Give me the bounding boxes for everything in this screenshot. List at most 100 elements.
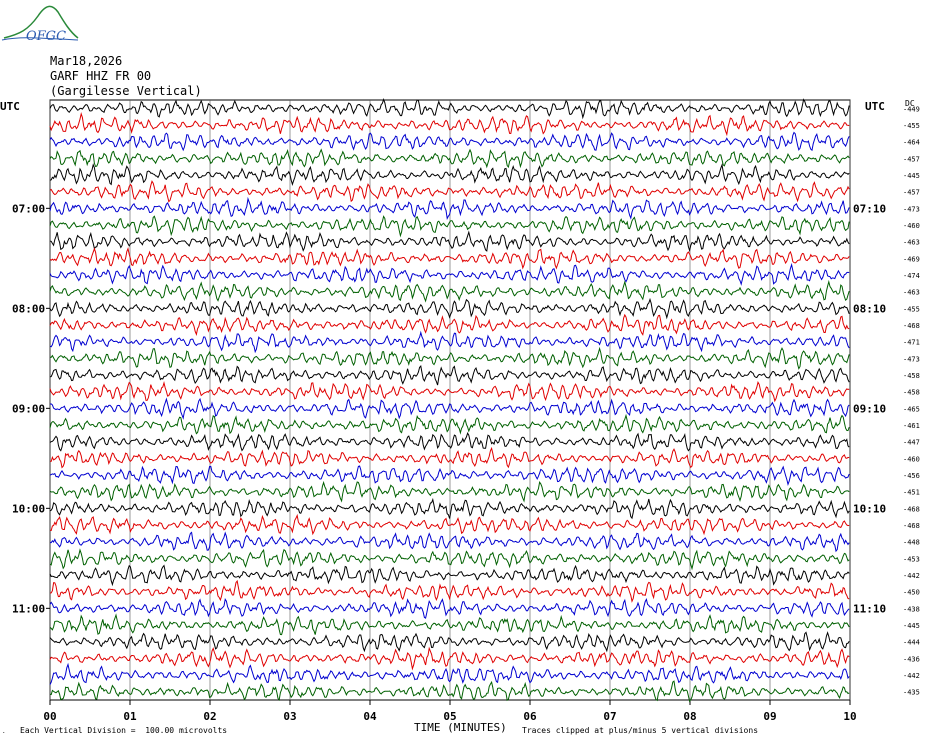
seismic-trace-row (49, 196, 850, 220)
dc-offset-label: -469 (903, 255, 920, 263)
dc-offset-label: -473 (903, 205, 920, 213)
x-tick-label: 09 (763, 710, 776, 723)
seismic-trace-row (49, 97, 850, 120)
dc-offset-label: -473 (903, 355, 920, 363)
seismic-trace-row (49, 431, 850, 452)
x-tick-label: 05 (443, 710, 456, 723)
seismic-trace-row (49, 112, 850, 137)
dc-offset-label: -457 (903, 189, 920, 197)
seismic-trace-row (49, 313, 850, 336)
dc-offset-label: -456 (903, 472, 920, 480)
right-hour-label: 07:10 (853, 202, 886, 215)
left-hour-label: 09:00 (12, 402, 45, 415)
seismic-trace-row (49, 163, 850, 186)
dc-offset-label: -463 (903, 239, 920, 247)
seismic-trace-row (49, 346, 850, 370)
dc-offset-label: -447 (903, 439, 920, 447)
seismic-trace-row (49, 597, 850, 619)
seismic-trace-row (49, 247, 850, 270)
dc-offset-label: -442 (903, 672, 920, 680)
x-tick-label: 02 (203, 710, 216, 723)
seismic-trace-row (49, 380, 850, 403)
seismic-trace-row (49, 397, 850, 420)
scale-note: Each Vertical Division = 100.00 microvol… (20, 726, 228, 735)
x-tick-label: 01 (123, 710, 137, 723)
dc-offset-label: -460 (903, 455, 920, 463)
plot-grid (46, 99, 851, 705)
dc-offset-label: -451 (903, 489, 920, 497)
seismic-trace-row (49, 680, 850, 703)
seismic-trace-row (49, 548, 850, 571)
right-hour-label: 11:10 (853, 602, 886, 615)
dc-offset-label: -442 (903, 572, 920, 580)
dc-offset-label: -460 (903, 222, 920, 230)
dc-offset-label: -436 (903, 655, 920, 663)
seismic-trace-row (49, 497, 850, 520)
dc-offset-label: -453 (903, 555, 920, 563)
logo-text: OFGC (26, 29, 66, 44)
dc-offset-label: -463 (903, 289, 920, 297)
seismic-trace-row (49, 631, 850, 653)
dc-offset-label: -468 (903, 322, 920, 330)
dc-offset-label: -435 (903, 689, 920, 697)
seismic-trace-row (49, 131, 850, 152)
seismic-trace-row (49, 646, 850, 671)
x-tick-label: 08 (683, 710, 696, 723)
seismic-trace-row (49, 215, 850, 238)
x-tick-label: 06 (523, 710, 537, 723)
seismic-trace-row (49, 297, 850, 320)
dc-offset-label: -455 (903, 122, 920, 130)
dc-offset-label: -468 (903, 505, 920, 513)
right-hour-label: 10:10 (853, 502, 886, 515)
clip-note: Traces clipped at plus/minus 5 vertical … (522, 726, 759, 735)
seismic-traces (49, 97, 850, 703)
x-tick-label: 03 (283, 710, 296, 723)
seismic-trace-row (49, 180, 850, 203)
dc-offset-label: -448 (903, 539, 920, 547)
seismic-trace-row (49, 413, 850, 435)
dc-offset-label: -444 (903, 639, 920, 647)
seismic-trace-row (49, 262, 850, 286)
plot-date: Mar18,2026 (50, 54, 123, 68)
dc-label: DC (905, 99, 915, 108)
seismic-trace-row (49, 446, 850, 469)
dc-offset-label: -471 (903, 339, 920, 347)
x-tick-label: 00 (43, 710, 56, 723)
seismic-trace-row (49, 365, 850, 386)
left-hour-label: 08:00 (12, 302, 45, 315)
right-hour-label: 09:10 (853, 402, 886, 415)
dc-offset-label: -468 (903, 522, 920, 530)
x-tick-label: 10 (843, 710, 856, 723)
axis-labels: 00 01 02 03 04 05 06 07 08 09 10 UTC UTC DC 07:00 08:00… (0, 99, 920, 723)
seismic-trace-row (49, 465, 850, 486)
dc-offset-label: -465 (903, 405, 920, 413)
x-tick-label: 07 (603, 710, 616, 723)
dc-offset-label: -445 (903, 622, 920, 630)
seismic-trace-row (49, 230, 850, 253)
right-hour-label: 08:10 (853, 302, 886, 315)
seismic-trace-row (49, 662, 850, 685)
seismic-trace-row (49, 279, 850, 303)
dc-offset-label: -449 (903, 105, 920, 113)
left-hour-label: 11:00 (12, 602, 45, 615)
dc-offset-label: -450 (903, 589, 920, 597)
seismic-trace-row (49, 564, 850, 587)
station-code: GARF HHZ FR 00 (50, 69, 152, 83)
dc-offset-label: -461 (903, 422, 920, 430)
seismic-trace-row (50, 531, 850, 553)
dc-offset-label: -455 (903, 305, 920, 313)
seismic-trace-row (49, 613, 850, 636)
dc-offset-label: -458 (903, 389, 920, 397)
dc-offset-label: -445 (903, 172, 920, 180)
dc-offset-label: -458 (903, 372, 920, 380)
x-axis-title: TIME (MINUTES) (414, 721, 507, 734)
dc-offset-label: -457 (903, 155, 920, 163)
station-location: (Gargilesse Vertical) (50, 84, 202, 98)
ofgc-logo: OFGC (1, 5, 79, 44)
dc-offset-label: -474 (903, 272, 920, 280)
left-utc-label: UTC (0, 100, 20, 113)
seismic-trace-row (49, 330, 850, 354)
left-hour-label: 07:00 (12, 202, 45, 215)
seismic-trace-row (49, 513, 850, 536)
